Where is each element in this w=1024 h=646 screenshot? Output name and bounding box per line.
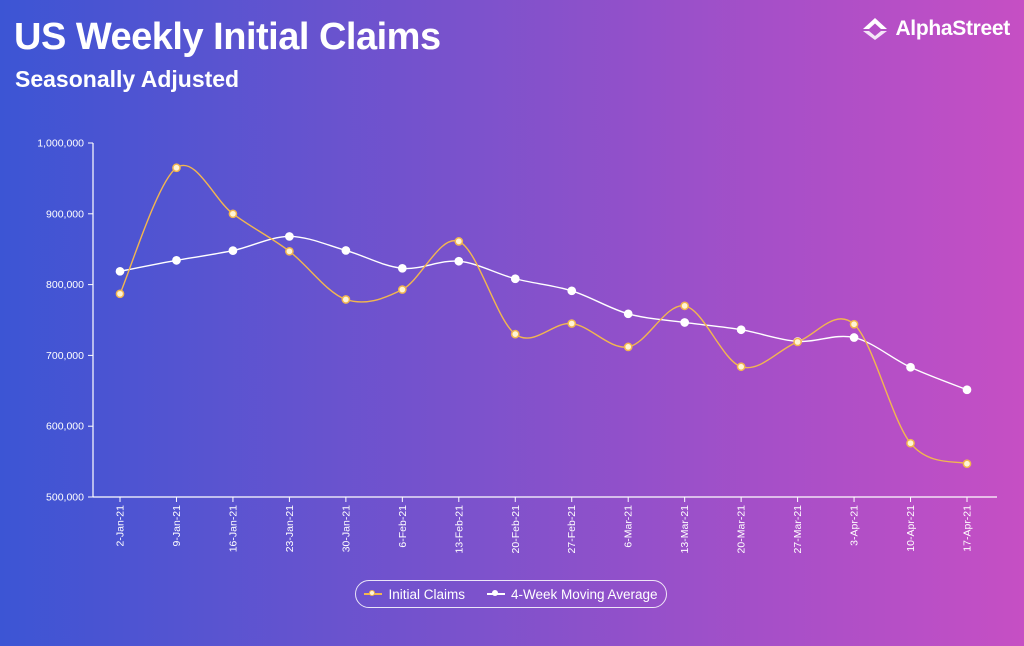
legend-item-initial-claims[interactable]: Initial Claims — [364, 587, 465, 602]
data-point-moving-average — [962, 385, 972, 395]
x-tick-label: 17-Apr-21 — [962, 505, 974, 552]
data-point-initial-claims — [680, 301, 690, 311]
chart-legend: Initial Claims 4-Week Moving Average — [355, 580, 667, 608]
x-tick-label: 20-Feb-21 — [510, 505, 522, 554]
data-point-initial-claims — [849, 319, 859, 329]
data-point-initial-claims — [285, 246, 294, 256]
data-point-moving-average — [285, 232, 294, 241]
alphastreet-logo-icon — [863, 18, 888, 40]
x-tick-label: 13-Feb-21 — [453, 505, 465, 554]
data-point-moving-average — [623, 309, 633, 319]
data-point-initial-claims — [115, 289, 125, 299]
data-point-moving-average — [849, 333, 859, 342]
legend-item-moving-average[interactable]: 4-Week Moving Average — [486, 586, 658, 602]
data-point-moving-average — [397, 263, 407, 273]
y-tick-label: 800,000 — [46, 279, 84, 291]
x-tick-label: 13-Mar-21 — [679, 505, 691, 554]
y-tick-label: 1,000,000 — [37, 138, 84, 150]
data-point-moving-average — [115, 266, 125, 276]
x-tick-label: 27-Feb-21 — [566, 505, 578, 554]
page-subtitle: Seasonally Adjusted — [15, 66, 240, 92]
data-point-initial-claims — [567, 319, 577, 328]
data-point-moving-average — [906, 362, 915, 372]
data-point-moving-average — [736, 325, 746, 335]
data-point-initial-claims — [906, 438, 915, 448]
brand-logo: AlphaStreet — [862, 17, 1010, 41]
data-point-initial-claims — [736, 362, 746, 372]
y-tick-label: 500,000 — [46, 492, 84, 504]
x-tick-label: 10-Apr-21 — [905, 505, 917, 552]
data-point-moving-average — [567, 286, 577, 296]
legend-key-initial-claims — [364, 589, 383, 599]
legend-label-moving-average: 4-Week Moving Average — [510, 586, 658, 602]
x-tick-label: 16-Jan-21 — [227, 505, 239, 552]
data-point-initial-claims — [341, 295, 351, 304]
data-point-initial-claims — [228, 209, 238, 219]
data-point-moving-average — [454, 256, 464, 266]
data-point-initial-claims — [793, 337, 802, 347]
page-title: US Weekly Initial Claims — [14, 16, 441, 58]
data-point-initial-claims — [172, 163, 181, 173]
y-tick-label: 900,000 — [46, 208, 84, 220]
x-tick-label: 30-Jan-21 — [340, 505, 352, 552]
brand-name: AlphaStreet — [895, 17, 1010, 40]
series-line-initial-claims — [119, 164, 968, 465]
data-point-initial-claims — [962, 459, 972, 469]
y-tick-label: 700,000 — [46, 350, 84, 362]
x-tick-label: 23-Jan-21 — [284, 505, 296, 552]
series-line-moving-average — [119, 235, 968, 391]
data-point-initial-claims — [454, 237, 464, 246]
data-point-moving-average — [228, 246, 238, 255]
x-tick-label: 6-Feb-21 — [397, 505, 409, 548]
data-point-initial-claims — [397, 285, 407, 294]
x-tick-label: 2-Jan-21 — [115, 505, 127, 547]
x-tick-label: 3-Apr-21 — [849, 505, 861, 546]
legend-key-moving-average — [486, 589, 505, 599]
x-tick-label: 9-Jan-21 — [171, 505, 183, 547]
data-point-moving-average — [341, 246, 351, 255]
data-point-moving-average — [172, 256, 181, 265]
x-tick-label: 27-Mar-21 — [792, 505, 804, 554]
x-tick-label: 20-Mar-21 — [736, 505, 748, 554]
data-point-initial-claims — [623, 342, 633, 352]
legend-label-initial-claims: Initial Claims — [388, 586, 465, 602]
x-tick-label: 6-Mar-21 — [623, 505, 635, 548]
data-point-moving-average — [680, 318, 690, 327]
y-tick-label: 600,000 — [46, 421, 84, 433]
data-point-initial-claims — [510, 329, 520, 339]
data-point-moving-average — [510, 274, 520, 284]
